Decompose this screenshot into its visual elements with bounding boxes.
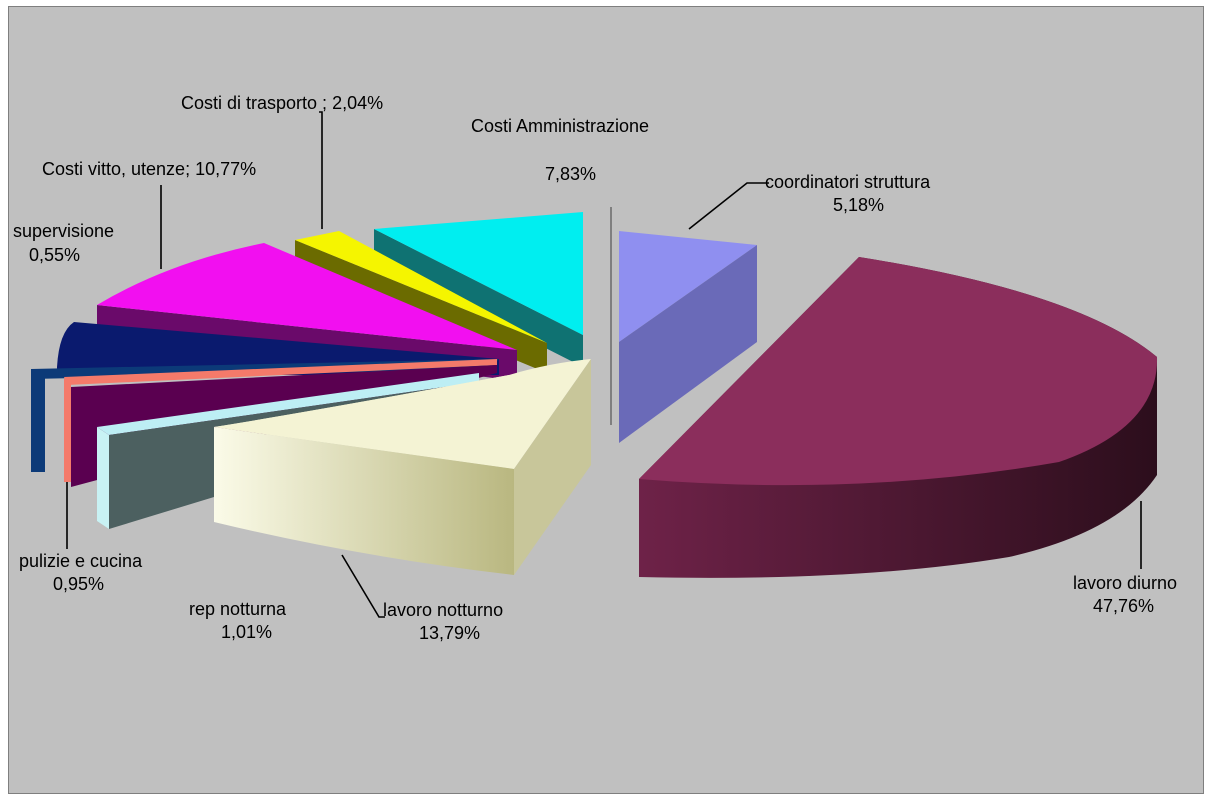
label-rep-notturna: rep notturna	[189, 599, 287, 619]
value-costi-amministrazione: 7,83%	[545, 164, 596, 184]
value-rep-notturna: 1,01%	[221, 622, 272, 642]
label-coordinatori: coordinatori struttura	[765, 172, 931, 192]
slice-lavoro-diurno	[639, 257, 1158, 578]
value-pulizie: 0,95%	[53, 574, 104, 594]
label-lavoro-diurno: lavoro diurno	[1073, 573, 1177, 593]
pie-chart: Costi di trasporto ; 2,04% Costi Amminis…	[13, 93, 1177, 643]
value-lavoro-diurno: 47,76%	[1093, 596, 1154, 616]
slice-coordinatori-struttura	[619, 231, 757, 443]
label-costi-vitto: Costi vitto, utenze; 10,77%	[42, 159, 256, 179]
leader-costi-trasporto	[319, 111, 323, 229]
slice-lavoro-notturno	[214, 359, 591, 575]
slice-costi-amministrazione	[374, 212, 583, 367]
value-supervisione: 0,55%	[29, 245, 80, 265]
value-coordinatori: 5,18%	[833, 195, 884, 215]
value-lavoro-notturno: 13,79%	[419, 623, 480, 643]
leader-lavoro-notturno	[341, 554, 385, 618]
label-costi-amministrazione: Costi Amministrazione	[471, 116, 649, 136]
label-supervisione: supervisione	[13, 221, 114, 241]
slice-rep-notturna	[97, 373, 479, 529]
slice-pulizie-cucina	[64, 359, 497, 482]
label-costi-trasporto: Costi di trasporto ; 2,04%	[181, 93, 383, 113]
leader-coordinatori	[688, 182, 769, 230]
chart-frame: Costi di trasporto ; 2,04% Costi Amminis…	[8, 6, 1204, 794]
label-lavoro-notturno: lavoro notturno	[383, 600, 503, 620]
label-pulizie: pulizie e cucina	[19, 551, 143, 571]
